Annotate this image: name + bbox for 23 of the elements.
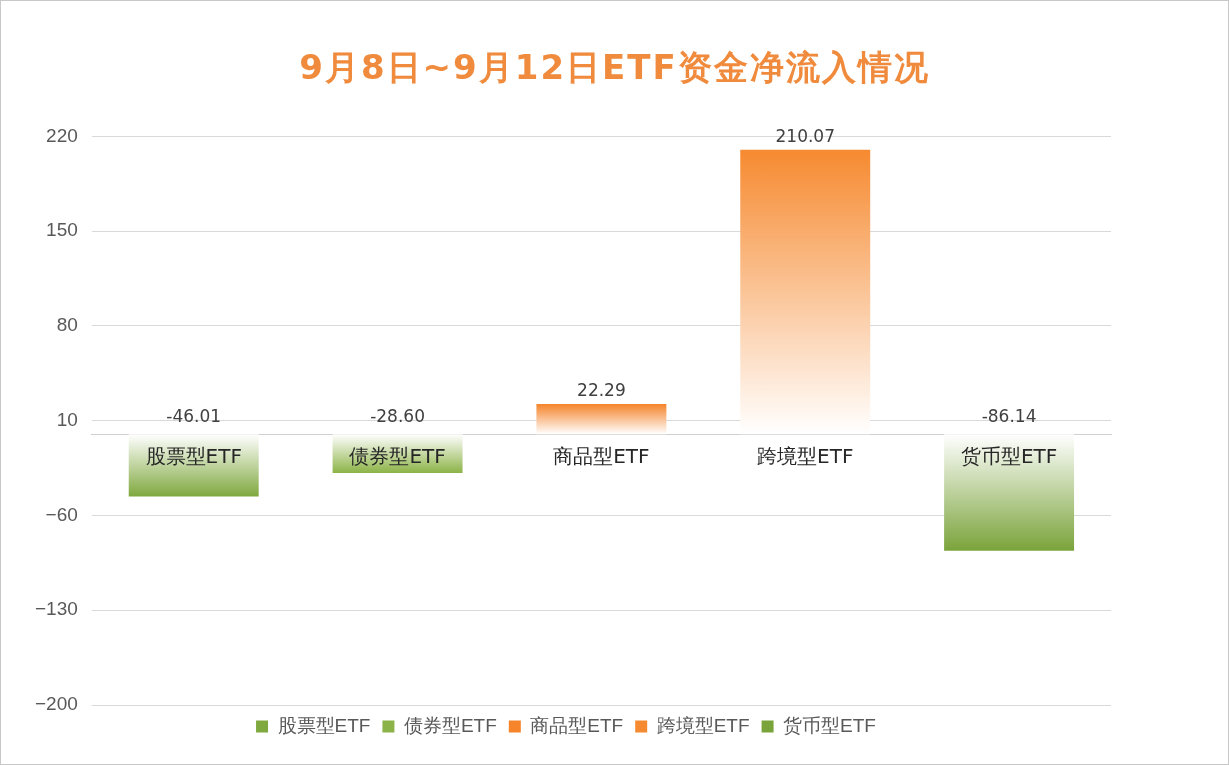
y-tick-label: −130 — [35, 598, 78, 620]
legend-label: 债券型ETF — [403, 714, 497, 736]
chart-title: 9月8日~9月12日ETF资金净流入情况 — [298, 46, 931, 89]
x-tick-label: 商品型ETF — [553, 444, 650, 469]
x-tick-label: 货币型ETF — [960, 444, 1058, 469]
y-tick-label: 150 — [46, 219, 78, 241]
legend-label: 股票型ETF — [277, 714, 371, 736]
legend-label: 跨境型ETF — [656, 714, 750, 736]
legend-label: 货币型ETF — [783, 714, 876, 736]
data-label: 210.07 — [775, 125, 835, 146]
data-label: 22.29 — [577, 379, 626, 400]
y-tick-label: −60 — [45, 503, 78, 525]
x-tick-label: 债券型ETF — [349, 444, 446, 469]
y-tick-label: 220 — [46, 124, 78, 146]
data-label: -46.01 — [166, 406, 222, 427]
y-tick-label: 10 — [56, 408, 78, 430]
y-tick-label: −200 — [35, 693, 78, 715]
x-tick-label: 跨境型ETF — [757, 444, 854, 469]
data-label: -28.60 — [370, 406, 425, 427]
y-tick-label: 80 — [56, 314, 78, 336]
x-tick-label: 股票型ETF — [145, 444, 242, 469]
legend-label: 商品型ETF — [530, 714, 624, 736]
data-label: -86.14 — [981, 406, 1037, 427]
